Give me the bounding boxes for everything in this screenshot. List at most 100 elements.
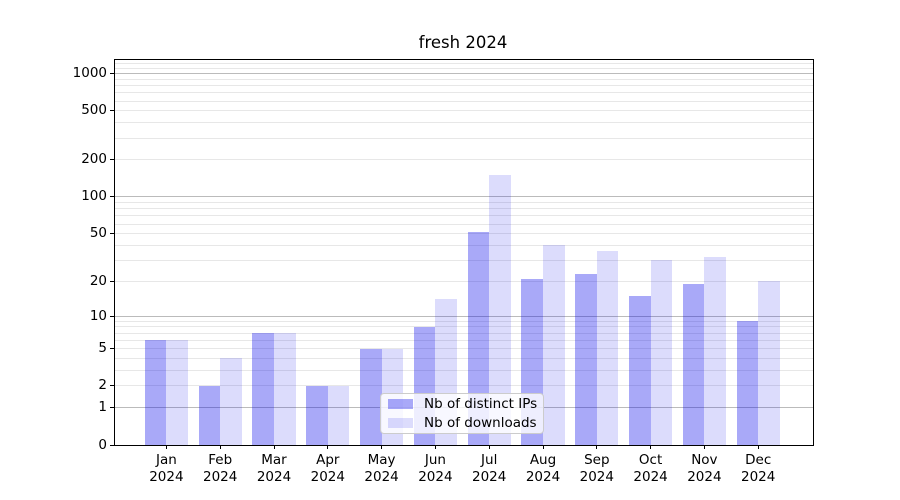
x-tick-year: 2024 xyxy=(149,468,184,485)
y-tick-label: 2 xyxy=(98,377,107,394)
gridline-major xyxy=(115,196,813,198)
x-tick-month: Mar xyxy=(261,452,287,468)
y-tick-label: 20 xyxy=(89,272,107,289)
gridline-minor xyxy=(115,122,813,124)
x-tick-label: Oct 2024 xyxy=(623,452,679,485)
y-tick-label: 50 xyxy=(89,225,107,242)
gridline-minor xyxy=(115,223,813,225)
y-tick-label: 5 xyxy=(98,340,107,357)
gridline-minor xyxy=(115,78,813,80)
x-tick-month: Feb xyxy=(208,452,233,468)
y-axis-tick xyxy=(110,110,114,112)
y-tick-label: 200 xyxy=(81,151,107,168)
gridline-minor xyxy=(115,137,813,139)
x-tick-month: Sep xyxy=(584,452,610,468)
x-tick-label: Feb 2024 xyxy=(192,452,248,485)
bar-distinct-ips-feb xyxy=(198,385,221,445)
x-tick-year: 2024 xyxy=(633,468,668,485)
bar-downloads-feb xyxy=(220,358,242,445)
gridline-minor xyxy=(115,339,813,341)
gridline-major xyxy=(115,315,813,317)
gridline-minor xyxy=(115,369,813,371)
y-axis-tick xyxy=(110,196,114,198)
legend-label-distinct-ips: Nb of distinct IPs xyxy=(424,396,538,413)
x-tick-year: 2024 xyxy=(203,468,238,485)
x-axis-tick xyxy=(488,445,490,449)
gridline-major xyxy=(115,73,813,75)
x-tick-label: Jan 2024 xyxy=(138,452,194,485)
x-axis-tick xyxy=(703,445,705,449)
bar-distinct-ips-nov xyxy=(682,283,705,445)
legend: Nb of distinct IPs Nb of downloads xyxy=(380,393,544,434)
legend-row-distinct-ips: Nb of distinct IPs xyxy=(388,396,543,412)
gridline-minor xyxy=(115,259,813,261)
x-tick-year: 2024 xyxy=(256,468,292,485)
gridline-minor xyxy=(115,326,813,328)
gridline-minor xyxy=(115,159,813,161)
gridline-minor xyxy=(115,92,813,94)
y-axis-tick xyxy=(110,280,114,282)
x-tick-month: Nov xyxy=(691,452,718,468)
chart-title: fresh 2024 xyxy=(418,33,508,52)
x-tick-year: 2024 xyxy=(310,468,345,485)
bar-downloads-mar xyxy=(274,333,296,445)
x-tick-year: 2024 xyxy=(418,468,453,485)
y-axis-tick xyxy=(110,348,114,350)
gridline-minor xyxy=(115,208,813,210)
x-tick-label: Dec 2024 xyxy=(730,452,786,485)
x-axis-tick xyxy=(273,445,275,449)
x-axis-tick xyxy=(434,445,436,449)
gridline-minor xyxy=(115,233,813,235)
x-tick-year: 2024 xyxy=(525,468,561,485)
x-tick-year: 2024 xyxy=(687,468,722,485)
gridline-minor xyxy=(115,348,813,350)
y-axis-tick xyxy=(110,73,114,75)
x-tick-month: Jun xyxy=(424,452,446,468)
gridline-minor xyxy=(115,280,813,282)
gridline-minor xyxy=(115,85,813,87)
bar-distinct-ips-oct xyxy=(628,295,651,445)
y-axis-tick xyxy=(110,159,114,161)
x-axis-tick xyxy=(381,445,383,449)
bar-distinct-ips-jul xyxy=(467,231,490,445)
gridline-minor xyxy=(115,215,813,217)
y-tick-label: 10 xyxy=(89,307,107,324)
gridline-minor xyxy=(115,320,813,322)
plot-area: Nb of distinct IPs Nb of downloads 0 1 2 5 1… xyxy=(73,59,814,485)
gridline-minor xyxy=(115,100,813,102)
x-tick-label: Nov 2024 xyxy=(676,452,732,485)
bar-downloads-nov xyxy=(704,257,727,445)
y-axis-tick xyxy=(110,233,114,235)
gridline-minor xyxy=(115,244,813,246)
x-axis-tick xyxy=(542,445,544,449)
x-axis-tick xyxy=(650,445,652,449)
x-tick-month: Apr xyxy=(316,452,340,468)
x-tick-label: Sep 2024 xyxy=(569,452,625,485)
bar-distinct-ips-sep xyxy=(575,274,597,445)
bar-distinct-ips-apr xyxy=(306,385,328,445)
x-axis-tick xyxy=(596,445,598,449)
gridline-minor xyxy=(115,332,813,334)
x-tick-month: May xyxy=(367,452,396,468)
x-tick-label: Apr 2024 xyxy=(300,452,356,485)
x-axis-tick xyxy=(757,445,759,449)
x-tick-year: 2024 xyxy=(741,468,776,485)
bar-distinct-ips-dec xyxy=(736,321,759,445)
x-tick-year: 2024 xyxy=(472,468,507,485)
legend-swatch-downloads-icon xyxy=(388,417,413,428)
x-tick-month: Jul xyxy=(481,452,498,468)
x-tick-label: Mar 2024 xyxy=(246,452,302,485)
x-tick-label: Jul 2024 xyxy=(461,452,517,485)
y-axis-tick xyxy=(110,444,114,446)
gridline-minor xyxy=(115,63,813,65)
y-tick-label: 500 xyxy=(81,102,107,119)
gridline-minor xyxy=(115,357,813,359)
legend-label-downloads: Nb of downloads xyxy=(424,414,537,431)
legend-swatch-distinct-ips-icon xyxy=(388,399,413,410)
y-axis-tick xyxy=(110,407,114,409)
x-tick-year: 2024 xyxy=(579,468,614,485)
bar-downloads-oct xyxy=(650,260,673,445)
y-axis-tick xyxy=(110,315,114,317)
bar-downloads-jan xyxy=(166,340,189,445)
